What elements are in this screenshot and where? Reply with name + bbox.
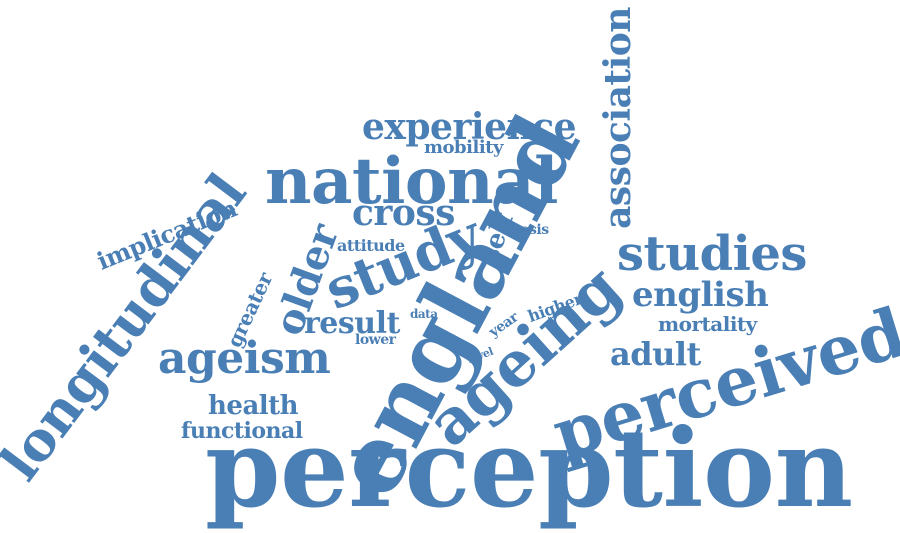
word-national: national	[265, 144, 558, 219]
word-result: result	[304, 306, 400, 341]
word-functional: functional	[181, 418, 303, 444]
word-adult: adult	[610, 335, 701, 373]
word-data: data	[410, 307, 438, 321]
word-association: association	[596, 7, 639, 229]
word-lower: lower	[355, 332, 396, 348]
word-english: english	[632, 275, 769, 315]
word-studies: studies	[617, 226, 807, 282]
word-mobility: mobility	[424, 137, 503, 158]
word-attitude: attitude	[337, 236, 405, 255]
word-cross: cross	[352, 192, 455, 234]
word-experience: experience	[362, 106, 577, 148]
word-ageism: ageism	[158, 333, 331, 384]
word-mortality: mortality	[658, 312, 757, 336]
word-health: health	[208, 391, 299, 421]
word-perception: perception	[205, 406, 853, 532]
word-thesis: thesis	[505, 222, 549, 238]
